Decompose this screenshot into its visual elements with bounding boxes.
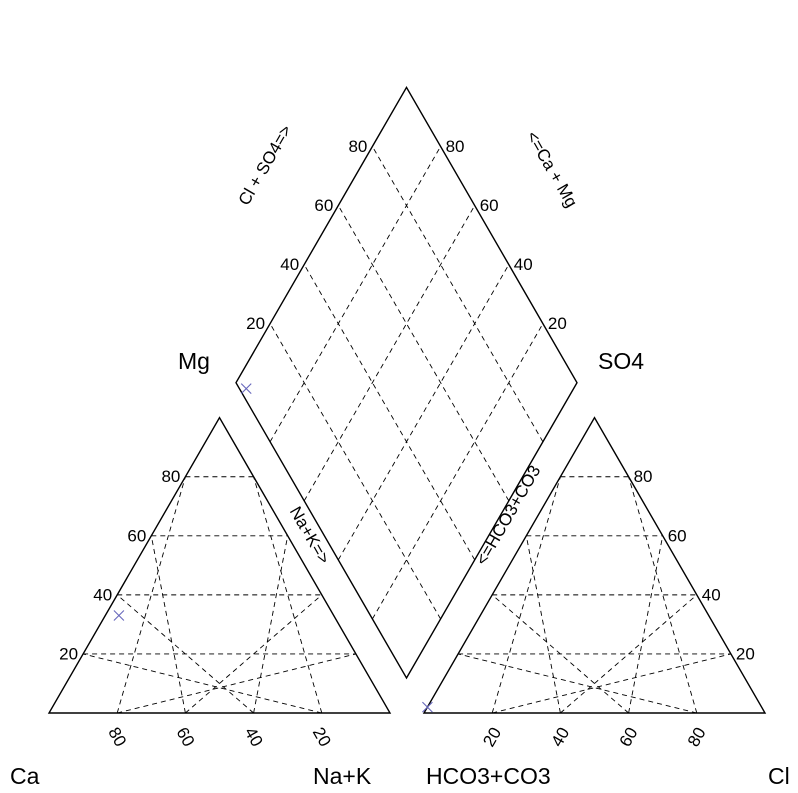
cation-bottom-tick-label: 60 (172, 724, 198, 750)
anion-grid-falling (560, 594, 698, 714)
cation-left-tick-label: 20 (59, 644, 78, 663)
anion-grid-rising (457, 653, 697, 714)
anion-grid-falling (492, 653, 732, 714)
cation-grid-rising (150, 535, 186, 714)
diamond-right-tick-label: 20 (548, 314, 567, 333)
tick-labels: 20 40 60 80 80 60 40 20 20 40 60 80 20 40 60 80 20 40 60 80… (59, 137, 755, 750)
corner-label-cl: Cl (768, 763, 790, 789)
corner-label-na-k: Na+K (313, 763, 372, 789)
anion-grid-rising (491, 594, 629, 714)
anion-right-tick-label: 80 (634, 467, 653, 486)
axis-title-na-k: Na+K=> (286, 503, 334, 567)
cation-grid-rising (116, 476, 186, 714)
diamond-grid-rising (303, 205, 476, 502)
cation-grid-rising (82, 653, 322, 714)
diamond-right-tick-label: 80 (446, 137, 465, 156)
cation-grid-falling (253, 476, 323, 714)
diagram-outlines (47, 86, 767, 714)
anion-grid-rising (525, 535, 561, 714)
corner-label-hco3-co3: HCO3+CO3 (426, 763, 551, 789)
cation-left-tick-label: 60 (127, 526, 146, 545)
grid-lines (82, 146, 732, 714)
anion-bottom-tick-label: 20 (479, 724, 505, 750)
data-points (113, 383, 433, 713)
anion-bottom-tick-label: 60 (616, 724, 642, 750)
cation-bottom-tick-label: 40 (241, 724, 267, 750)
axis-title-ca-mg: <=Ca + Mg (522, 128, 581, 211)
cation-grid-falling (253, 535, 289, 714)
cation-grid-falling (185, 594, 323, 714)
anion-bottom-tick-label: 40 (547, 724, 573, 750)
diamond-grid-falling (269, 323, 441, 620)
diamond-right-tick-label: 60 (480, 196, 499, 215)
diamond-right-tick-label: 40 (514, 255, 533, 274)
axis-title-hco3-co3: <=HCO3+CO3 (472, 462, 544, 568)
anion-right-tick-label: 60 (668, 526, 687, 545)
diamond-grid-falling (303, 264, 476, 561)
anion-right-tick-label: 40 (702, 585, 721, 604)
anion-right-tick-label: 20 (736, 644, 755, 663)
cation-triangle-outline (47, 416, 392, 714)
marker-stroke (422, 701, 433, 713)
diamond-grid-rising (337, 264, 510, 561)
cation-data-point (113, 610, 125, 621)
diamond-outline (235, 86, 578, 680)
anion-grid-falling (628, 535, 664, 714)
axis-title-cl-so4: Cl + SO4=> (235, 122, 296, 209)
cation-grid-rising (116, 594, 254, 714)
diamond-data-point (240, 383, 252, 394)
cation-left-tick-label: 80 (161, 467, 180, 486)
anion-grid-rising (491, 476, 561, 714)
cation-bottom-tick-label: 80 (104, 724, 130, 750)
marker-stroke (240, 383, 252, 394)
anion-bottom-tick-label: 80 (684, 724, 710, 750)
diamond-grid-falling (372, 146, 544, 442)
corner-label-so4: SO4 (598, 348, 644, 374)
cation-grid-falling (117, 653, 357, 714)
diamond-grid-rising (372, 323, 544, 620)
corner-label-ca: Ca (10, 763, 40, 789)
corner-label-mg: Mg (178, 348, 210, 374)
diamond-grid-rising (269, 146, 441, 442)
marker-stroke (113, 610, 125, 621)
diamond-left-tick-label: 80 (348, 137, 367, 156)
diamond-left-tick-label: 20 (246, 314, 265, 333)
cation-bottom-tick-label: 20 (309, 724, 335, 750)
diamond-grid-falling (337, 205, 510, 502)
anion-data-point (422, 701, 433, 713)
diamond-left-tick-label: 40 (280, 255, 299, 274)
cation-left-tick-label: 40 (93, 585, 112, 604)
anion-triangle-outline (422, 416, 767, 714)
diamond-left-tick-label: 60 (314, 196, 333, 215)
anion-grid-falling (628, 476, 698, 714)
